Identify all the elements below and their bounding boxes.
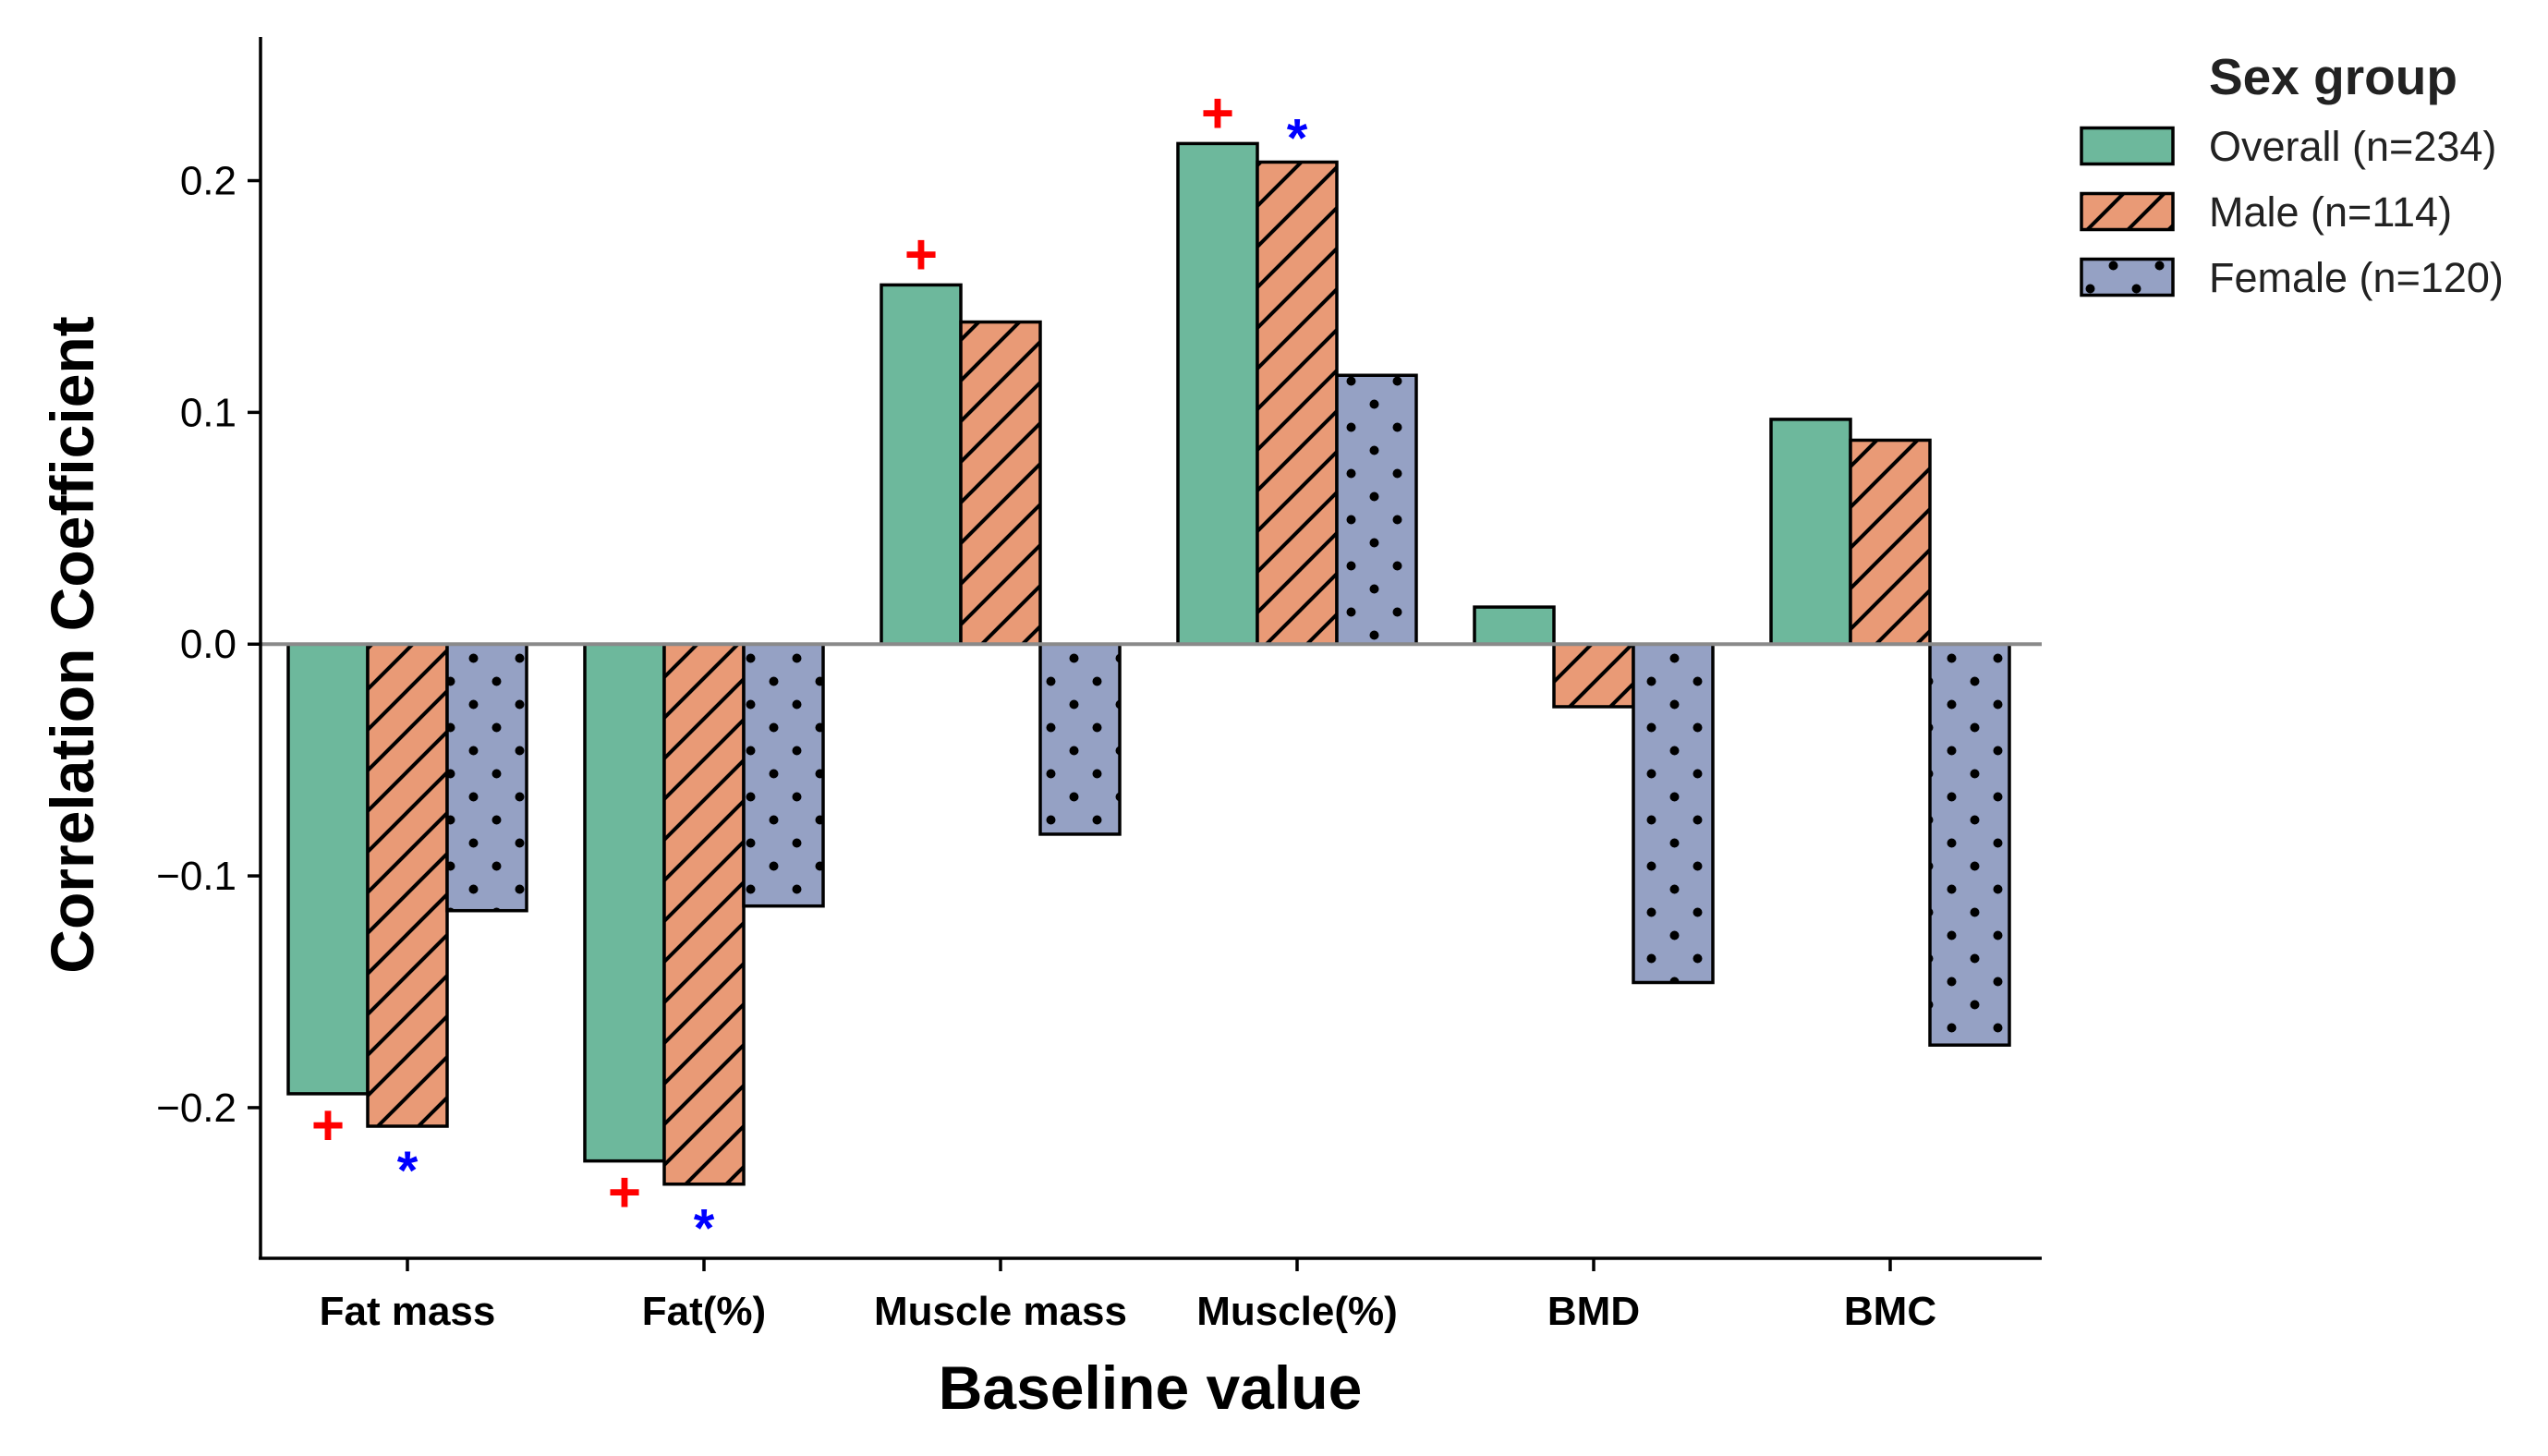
y-tick-label: 0.1 — [180, 390, 237, 435]
legend-item-female: Female (n=120) — [2080, 254, 2504, 301]
x-tick-label-muscle: Muscle(%) — [1196, 1289, 1398, 1334]
bar-bmd-overall — [1473, 605, 1556, 646]
bar-bmc-overall — [1769, 418, 1852, 646]
asterisk-marker-fat-mass: * — [397, 1141, 419, 1201]
x-tick-label-bmd: BMD — [1547, 1289, 1640, 1334]
bars-group — [286, 141, 2011, 1186]
bar-muscle-mass-male — [959, 320, 1042, 646]
x-axis-title: Baseline value — [939, 1353, 1363, 1422]
bar-fat-mass-overall — [286, 642, 370, 1096]
asterisk-marker-fat: * — [694, 1199, 715, 1259]
bar-muscle-male — [1256, 160, 1339, 646]
plus-marker-fat-mass: + — [311, 1094, 345, 1158]
y-tick-label: −0.2 — [156, 1086, 237, 1131]
legend-title: Sex group — [2209, 48, 2457, 105]
asterisk-marker-muscle: * — [1287, 108, 1308, 168]
legend-label: Female (n=120) — [2209, 254, 2504, 301]
x-tick-label-fat-mass: Fat mass — [320, 1289, 496, 1334]
plus-marker-muscle-mass: + — [904, 223, 938, 286]
bar-muscle-female — [1335, 373, 1418, 646]
legend-label: Overall (n=234) — [2209, 123, 2496, 170]
bar-fat-overall — [583, 642, 666, 1163]
bar-bmc-female — [1928, 642, 2011, 1047]
bar-fat-female — [742, 642, 825, 908]
bar-muscle-mass-female — [1038, 642, 1122, 836]
plus-marker-fat: + — [608, 1161, 641, 1225]
x-tick-label-bmc: BMC — [1844, 1289, 1936, 1334]
plus-marker-muscle: + — [1201, 81, 1234, 145]
y-axis-title: Correlation Coefficient — [38, 316, 106, 973]
bar-bmd-female — [1632, 642, 1715, 985]
bar-fat-mass-male — [366, 642, 449, 1128]
y-tick-label: 0.0 — [180, 622, 237, 667]
bar-muscle-overall — [1176, 141, 1259, 646]
x-tick-label-fat: Fat(%) — [642, 1289, 766, 1334]
x-tick-label-muscle-mass: Muscle mass — [874, 1289, 1127, 1334]
legend: Sex group Overall (n=234) Male (n=114) Fem… — [2080, 48, 2504, 301]
y-tick-label: −0.1 — [156, 854, 237, 899]
bar-muscle-mass-overall — [880, 283, 963, 646]
bar-bmd-male — [1552, 642, 1635, 709]
y-tick-label: 0.2 — [180, 159, 237, 204]
bar-fat-male — [662, 642, 746, 1186]
legend-item-male: Male (n=114) — [2080, 188, 2452, 236]
bar-bmc-male — [1849, 438, 1932, 646]
legend-label: Male (n=114) — [2209, 188, 2452, 236]
bar-fat-mass-female — [445, 642, 528, 913]
legend-item-overall: Overall (n=234) — [2080, 123, 2496, 170]
